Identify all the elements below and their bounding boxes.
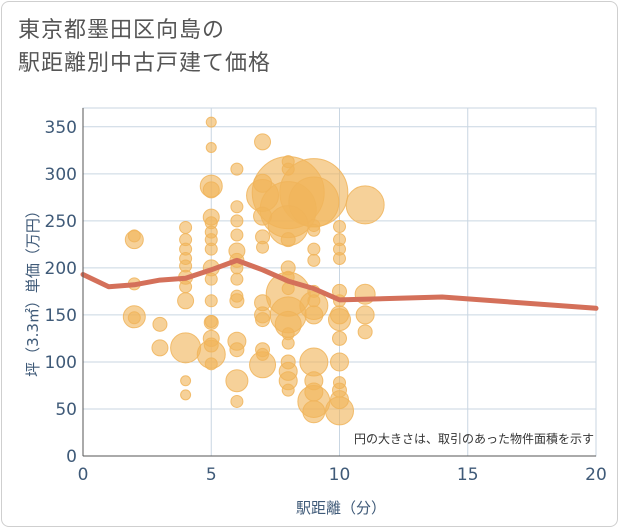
bubble-point	[256, 240, 270, 254]
bubble-point	[304, 305, 324, 325]
x-tick-label: 0	[78, 465, 89, 485]
bubble-point	[230, 214, 244, 228]
bubble-point	[357, 324, 373, 340]
bubble-point	[333, 220, 346, 234]
y-tick-label: 250	[45, 212, 77, 232]
bubble-point	[180, 375, 192, 387]
y-tick-label: 350	[45, 118, 77, 138]
grid-lines	[82, 107, 597, 457]
bubble-series	[122, 116, 385, 426]
bubble-point	[179, 280, 193, 294]
chart-title: 東京都墨田区向島の 駅距離別中古戸建て価格	[18, 14, 271, 80]
chart-title-line2: 駅距離別中古戸建て価格	[18, 51, 272, 76]
bubble-point	[330, 352, 349, 372]
bubble-point	[203, 337, 219, 353]
bubble-point	[281, 162, 295, 176]
bubble-point	[170, 332, 202, 364]
bubble-point	[230, 228, 244, 242]
bubble-point	[333, 251, 346, 265]
bubble-point	[177, 292, 195, 310]
bubble-point	[304, 382, 324, 402]
bubble-point	[307, 253, 321, 267]
bubble-point	[204, 315, 218, 329]
bubble-point	[254, 133, 272, 151]
chart-title-line1: 東京都墨田区向島の	[18, 18, 226, 43]
axes: 0 50 100 150 200 250 300 350 0 5 10 15 20	[45, 108, 607, 485]
bubble-point	[330, 305, 349, 325]
bubble-point	[255, 312, 271, 328]
bubble-point	[204, 294, 218, 308]
bubble-point	[180, 389, 192, 401]
x-tick-label: 10	[329, 465, 351, 485]
bubble-point	[230, 272, 244, 286]
bubble-point	[205, 142, 217, 154]
x-tick-label: 20	[585, 465, 607, 485]
bubble-point	[179, 220, 193, 234]
bubble-point	[332, 330, 347, 346]
x-tick-label: 5	[206, 465, 217, 485]
bubble-point	[204, 242, 218, 256]
y-tick-label: 50	[55, 400, 77, 420]
bubble-point	[204, 272, 218, 286]
y-tick-label: 150	[45, 306, 77, 326]
bubble-point	[307, 223, 321, 237]
size-annotation: 円の大きさは、取引のあった物件面積を示す	[354, 431, 594, 446]
bubble-point	[230, 162, 244, 176]
trend-line	[80, 257, 599, 311]
bubble-point	[256, 347, 270, 361]
bubble-point	[307, 242, 321, 256]
x-tick-label: 15	[457, 465, 479, 485]
y-tick-label: 100	[45, 353, 77, 373]
y-axis-label: 坪（3.3㎡）単価（万円）	[24, 203, 42, 377]
bubble-point	[253, 206, 273, 226]
bubble-point	[202, 181, 220, 199]
bubble-point	[333, 376, 346, 390]
bubble-point	[230, 289, 244, 303]
y-tick-label: 300	[45, 165, 77, 185]
bubble-point	[230, 394, 244, 408]
bubble-point	[355, 305, 375, 325]
bubble-point	[280, 232, 296, 248]
bubble-point	[225, 369, 249, 393]
bubble-point	[307, 294, 321, 308]
bubble-point	[281, 383, 295, 397]
bubble-point	[151, 339, 169, 357]
bubble-point	[253, 173, 273, 193]
bubble-point	[229, 342, 245, 358]
bubble-point	[179, 259, 193, 273]
bubble-point	[204, 357, 218, 371]
y-tick-label: 0	[66, 447, 77, 467]
bubble-point	[280, 354, 296, 370]
x-axis-label: 駅距離（分）	[296, 499, 386, 517]
bubble-point	[205, 116, 217, 128]
bubble-point	[345, 185, 385, 225]
bubble-point	[127, 311, 141, 325]
bubble-point	[152, 316, 168, 332]
bubble-point	[281, 336, 295, 350]
bubble-point	[302, 400, 326, 424]
bubble-point	[127, 229, 141, 243]
y-tick-label: 200	[45, 259, 77, 279]
bubble-point	[230, 200, 244, 214]
